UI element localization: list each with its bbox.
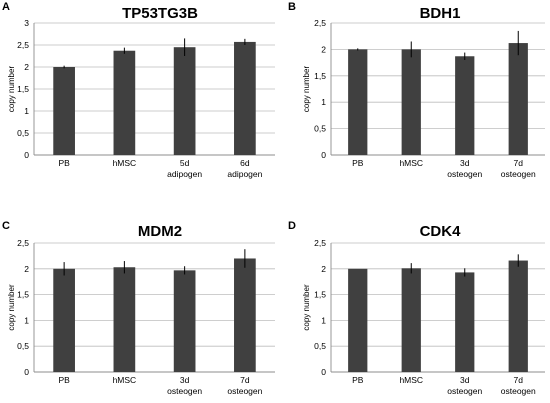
y-axis-label: copy number: [302, 284, 311, 331]
y-tick-label: 1: [24, 315, 29, 325]
panel-letter: D: [288, 220, 296, 232]
bar: [113, 50, 136, 155]
bar: [401, 268, 421, 372]
chart-title: CDK4: [420, 223, 461, 240]
y-tick-label: 0,5: [17, 341, 29, 351]
bar: [53, 67, 75, 155]
category-label: osteogen: [167, 386, 202, 396]
category-label: 7d: [514, 158, 524, 168]
y-tick-label: 1,5: [314, 290, 326, 300]
y-tick-label: 0: [321, 367, 326, 377]
category-label: PB: [352, 158, 364, 168]
bar: [348, 49, 368, 155]
category-label: PB: [58, 375, 70, 385]
category-label: osteogen: [447, 169, 482, 179]
y-tick-label: 0,5: [314, 124, 326, 134]
category-label: osteogen: [501, 386, 536, 396]
category-label: hMSC: [399, 158, 423, 168]
bar: [173, 270, 196, 372]
category-label: 6d: [240, 158, 250, 168]
y-tick-label: 3: [24, 18, 29, 28]
bar: [173, 47, 196, 156]
bar: [401, 49, 421, 155]
chart-title: TP53TG3B: [122, 5, 198, 22]
bar: [348, 268, 368, 372]
category-label: adipogen: [227, 169, 262, 179]
chart-panel-a: A TP53TG3B 0 0,5 1 1,5 2 2,5 3 copy number PB hMSC 5…: [2, 1, 275, 179]
chart-title: MDM2: [138, 223, 182, 240]
category-label: osteogen: [501, 169, 536, 179]
bar: [53, 268, 75, 372]
y-tick-label: 2: [321, 264, 326, 274]
bar: [455, 56, 475, 155]
chart-title: BDH1: [420, 5, 461, 22]
panel-letter: A: [2, 1, 10, 13]
panel-letter: C: [2, 220, 10, 232]
y-tick-label: 1,5: [17, 290, 29, 300]
y-tick-label: 0: [321, 150, 326, 160]
y-tick-label: 0: [24, 367, 29, 377]
y-axis-label: copy number: [302, 66, 311, 113]
category-label: 5d: [180, 158, 190, 168]
category-label: osteogen: [227, 386, 262, 396]
panel-letter: B: [288, 1, 296, 13]
bar: [508, 260, 528, 372]
category-label: osteogen: [447, 386, 482, 396]
y-tick-label: 0,5: [17, 128, 29, 138]
bar: [234, 41, 256, 155]
y-tick-label: 0: [24, 150, 29, 160]
category-label: 7d: [240, 375, 250, 385]
category-label: 7d: [514, 375, 524, 385]
y-tick-label: 2,5: [314, 238, 326, 248]
category-label: 3d: [180, 375, 190, 385]
category-label: adipogen: [167, 169, 202, 179]
y-tick-label: 2,5: [17, 40, 29, 50]
y-axis-label: copy number: [7, 66, 16, 113]
y-tick-label: 1,5: [17, 84, 29, 94]
y-tick-label: 2: [24, 62, 29, 72]
category-label: PB: [352, 375, 364, 385]
category-label: hMSC: [113, 375, 137, 385]
bar: [455, 272, 475, 372]
category-label: hMSC: [399, 375, 423, 385]
category-label: hMSC: [113, 158, 137, 168]
y-tick-label: 1: [321, 97, 326, 107]
bar: [113, 267, 136, 372]
bar: [508, 43, 528, 156]
y-tick-label: 1: [321, 315, 326, 325]
category-label: 3d: [460, 158, 470, 168]
bar: [234, 258, 256, 372]
y-tick-label: 1: [24, 106, 29, 116]
category-label: PB: [58, 158, 70, 168]
y-tick-label: 2: [321, 44, 326, 54]
y-tick-label: 2: [24, 264, 29, 274]
category-label: 3d: [460, 375, 470, 385]
y-tick-label: 0,5: [314, 341, 326, 351]
y-axis-label: copy number: [7, 284, 16, 331]
y-tick-label: 1,5: [314, 71, 326, 81]
y-tick-label: 2,5: [17, 238, 29, 248]
y-tick-label: 2,5: [314, 18, 326, 28]
